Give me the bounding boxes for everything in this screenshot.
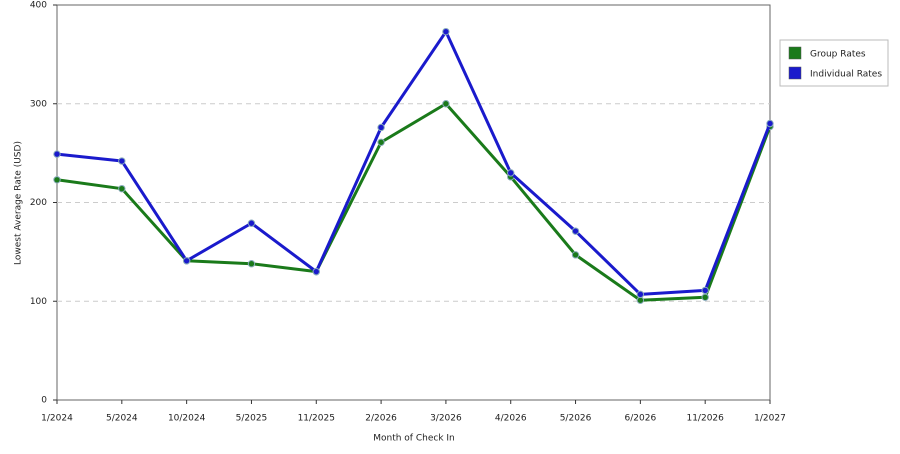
- point: [118, 184, 126, 193]
- x-tick-label: 5/2026: [560, 414, 592, 424]
- y-tick-label: 100: [30, 297, 47, 307]
- legend-label: Group Rates: [810, 50, 866, 60]
- x-tick-label: 4/2026: [495, 414, 527, 424]
- point: [53, 150, 61, 158]
- y-tick-label: 300: [30, 99, 47, 109]
- x-tick-label: 1/2027: [754, 414, 786, 424]
- legend-swatch: [788, 66, 802, 80]
- legend-swatch: [788, 46, 802, 60]
- point: [571, 227, 580, 235]
- x-axis-label: Month of Check In: [373, 434, 455, 444]
- y-tick-label: 200: [30, 198, 47, 208]
- point: [507, 169, 515, 177]
- y-tick-label: 0: [41, 396, 47, 406]
- point: [247, 260, 256, 268]
- point: [312, 267, 320, 276]
- y-tick-label: 400: [30, 1, 47, 11]
- point: [636, 290, 645, 299]
- point: [442, 27, 450, 36]
- x-tick-label: 2/2026: [365, 414, 397, 424]
- point: [247, 219, 256, 227]
- point: [766, 119, 774, 128]
- x-tick-label: 5/2024: [106, 414, 138, 424]
- x-tick-label: 11/2026: [686, 414, 724, 424]
- point: [53, 176, 61, 184]
- series-line: [56, 102, 772, 302]
- x-tick-label: 3/2026: [430, 414, 462, 424]
- x-tick-label: 10/2024: [168, 414, 206, 424]
- y-axis-label: Lowest Average Rate (USD): [14, 141, 24, 265]
- legend-label: Individual Rates: [810, 70, 882, 80]
- point: [118, 157, 126, 165]
- x-tick-label: 1/2024: [41, 414, 73, 424]
- series-line: [56, 30, 772, 296]
- x-tick-label: 6/2026: [625, 414, 657, 424]
- point: [377, 138, 385, 146]
- point: [701, 286, 709, 295]
- point: [182, 257, 191, 265]
- x-tick-label: 5/2025: [236, 414, 268, 424]
- point: [377, 123, 385, 132]
- point: [442, 100, 450, 108]
- point: [571, 251, 580, 259]
- x-tick-label: 11/2025: [298, 414, 335, 424]
- point: [701, 293, 709, 301]
